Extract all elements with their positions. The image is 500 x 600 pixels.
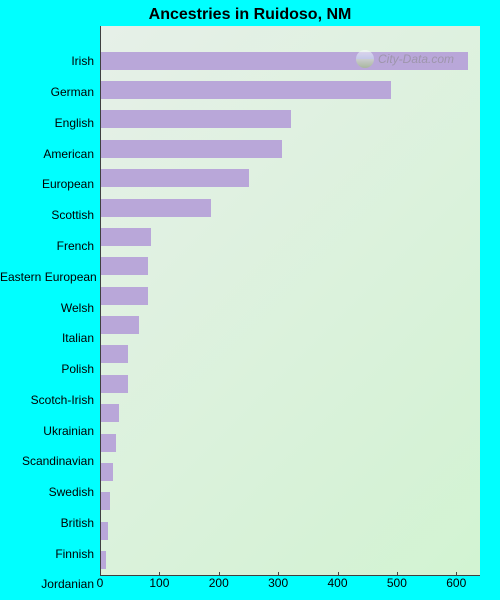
bar-slot (101, 315, 480, 335)
chart-title: Ancestries in Ruidoso, NM (0, 0, 500, 26)
bar (101, 375, 128, 393)
bar (101, 551, 106, 569)
bar (101, 404, 119, 422)
y-axis-label: French (0, 240, 100, 252)
y-axis-label: Scottish (0, 209, 100, 221)
y-axis-label: English (0, 117, 100, 129)
bar-slot (101, 109, 480, 129)
watermark-text: City-Data.com (378, 52, 454, 66)
y-axis-label: Eastern European (0, 271, 100, 283)
y-axis-label: German (0, 86, 100, 98)
bar (101, 199, 211, 217)
y-axis-label: Irish (0, 55, 100, 67)
x-tick-label: 200 (209, 576, 229, 590)
bar (101, 463, 113, 481)
bar-slot (101, 227, 480, 247)
y-axis-label: Ukrainian (0, 425, 100, 437)
y-axis-label: British (0, 517, 100, 529)
bar-slot (101, 491, 480, 511)
bar (101, 434, 116, 452)
bar-slot (101, 521, 480, 541)
x-tick-label: 400 (327, 576, 347, 590)
bar-slot (101, 256, 480, 276)
plot-area: City-Data.com (100, 26, 480, 576)
bar-slot (101, 80, 480, 100)
chart-body: Irish German English American European Scotti… (0, 26, 500, 600)
bar-slot (101, 198, 480, 218)
y-axis-label: Scandinavian (0, 455, 100, 467)
y-axis-label: Scotch-Irish (0, 394, 100, 406)
y-axis-label: Finnish (0, 548, 100, 560)
bar (101, 492, 110, 510)
bar-slot (101, 433, 480, 453)
bar (101, 316, 139, 334)
bar-slot (101, 168, 480, 188)
x-tick-label: 500 (387, 576, 407, 590)
bar (101, 345, 128, 363)
bar (101, 257, 148, 275)
y-axis-label: Swedish (0, 486, 100, 498)
watermark-icon (356, 50, 374, 68)
bar (101, 81, 391, 99)
bar-slot (101, 462, 480, 482)
bars-layer (101, 26, 480, 575)
y-axis-label: Welsh (0, 302, 100, 314)
bar (101, 228, 151, 246)
x-axis: 0 100 200 300 400 500 600 (100, 576, 480, 600)
bar (101, 140, 282, 158)
bar (101, 169, 249, 187)
bar (101, 110, 291, 128)
y-axis-labels: Irish German English American European Scotti… (0, 26, 100, 600)
x-tick-label: 300 (268, 576, 288, 590)
bar-slot (101, 286, 480, 306)
x-tick-label: 0 (97, 576, 104, 590)
watermark: City-Data.com (356, 50, 454, 68)
bar-slot (101, 344, 480, 364)
chart-container: Ancestries in Ruidoso, NM Irish German Eng… (0, 0, 500, 600)
bar-slot (101, 550, 480, 570)
x-tick-label: 100 (149, 576, 169, 590)
y-axis-label: Polish (0, 363, 100, 375)
bar-slot (101, 139, 480, 159)
y-axis-label: American (0, 148, 100, 160)
y-axis-label: European (0, 178, 100, 190)
bar (101, 522, 108, 540)
x-tick-label: 600 (446, 576, 466, 590)
bar-slot (101, 374, 480, 394)
y-axis-label: Jordanian (0, 578, 100, 590)
bar-slot (101, 403, 480, 423)
bar (101, 287, 148, 305)
y-axis-label: Italian (0, 332, 100, 344)
plot-column: City-Data.com 0 100 200 300 400 500 600 (100, 26, 500, 600)
